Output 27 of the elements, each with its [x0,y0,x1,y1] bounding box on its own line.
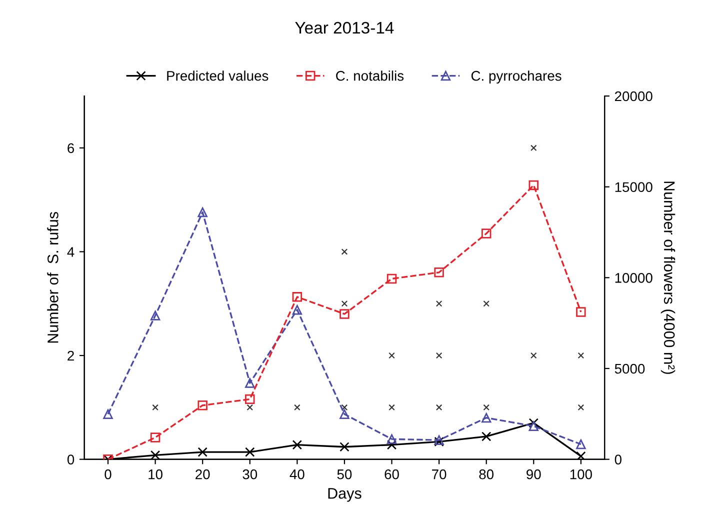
legend-label: C. pyrrochares [471,70,562,84]
legend-label: C. notabilis [336,70,404,81]
x-tick-label: 60 [384,469,399,480]
y-tick-label: 0 [67,454,74,464]
x-tick-label: 90 [526,469,541,480]
x-tick-label: 30 [242,469,258,480]
y-tick-label: 2 [68,350,74,361]
y2-tick-label: 10000 [615,273,652,283]
x-tick-label: 50 [337,469,352,480]
y2-tick-label: 5000 [614,364,645,374]
x-tick-label: 80 [479,469,494,480]
x-tick-label: 20 [196,469,210,480]
y2-tick-label: 15000 [615,182,652,192]
y2-tick-label: 20000 [615,91,652,102]
x-axis-title: Days [328,488,362,502]
x-tick-label: 40 [290,469,304,480]
x-tick-label: 100 [570,469,592,480]
y2-tick-label: 0 [614,454,622,464]
y2-axis-title: Number of flowers (4000 m²) [660,182,676,374]
y-tick-label: 6 [68,143,74,154]
x-tick-label: 10 [148,469,162,480]
x-tick-label: 0 [104,469,112,480]
x-tick-label: 70 [432,469,446,480]
y-axis-title: Number of S. rufus [47,212,58,343]
legend-label: Predicted values [167,70,268,81]
y-tick-label: 4 [67,247,74,257]
chart-title: Year 2013-14 [295,22,394,34]
